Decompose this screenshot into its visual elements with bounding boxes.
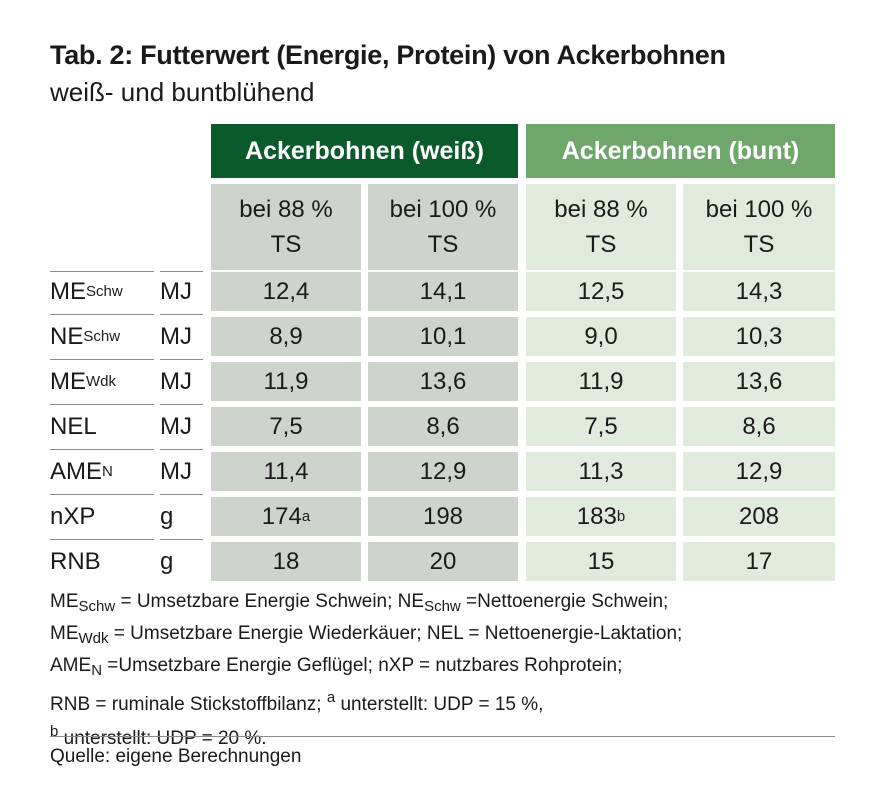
table-cell: 10,1	[368, 317, 518, 356]
group-header-colored: Ackerbohnen (bunt)	[526, 124, 835, 178]
table-cell: 13,6	[683, 362, 835, 401]
row-unit: MJ	[160, 412, 192, 440]
table-cell: 17	[683, 542, 835, 581]
table-cell: 7,5	[526, 407, 676, 446]
row-unit: g	[160, 547, 174, 575]
table-cell: 8,6	[368, 407, 518, 446]
group-header-white: Ackerbohnen (weiß)	[211, 124, 518, 178]
table-subtitle: weiß- und buntblühend	[50, 77, 315, 107]
divider	[50, 736, 835, 737]
table-cell: 11,4	[211, 452, 361, 491]
column-header: bei 100 % TS	[683, 184, 835, 270]
table-row: RNB g 18 20 15 17	[0, 539, 873, 581]
column-header-line1: bei 88 %	[239, 196, 333, 223]
column-header-line2: TS	[743, 231, 775, 258]
row-label: nXP	[50, 502, 96, 530]
column-header-line2: TS	[585, 231, 617, 258]
table-cell: 11,9	[526, 362, 676, 401]
row-label: ME Schw	[50, 277, 123, 305]
table-cell: 8,6	[683, 407, 835, 446]
table-row: nXP g 174 a 198 183 b 208	[0, 494, 873, 536]
column-header-line1: bei 100 %	[389, 196, 497, 223]
table-row: ME Schw MJ 12,4 14,1 12,5 14,3	[0, 271, 873, 311]
row-unit: MJ	[160, 277, 192, 305]
row-label: NEL	[50, 412, 97, 440]
column-header-line2: TS	[270, 231, 302, 258]
table-row: NEL MJ 7,5 8,6 7,5 8,6	[0, 404, 873, 446]
column-header: bei 100 % TS	[368, 184, 518, 270]
table-row: ME Wdk MJ 11,9 13,6 11,9 13,6	[0, 359, 873, 401]
table-cell: 13,6	[368, 362, 518, 401]
table-title: Tab. 2: Futterwert (Energie, Protein) vo…	[50, 40, 726, 70]
table-cell: 20	[368, 542, 518, 581]
table-cell: 198	[368, 497, 518, 536]
footnotes: MESchw = Umsetzbare Energie Schwein; NES…	[50, 588, 850, 752]
row-unit: MJ	[160, 322, 192, 350]
table-cell: 174 a	[211, 497, 361, 536]
table-cell: 10,3	[683, 317, 835, 356]
table-cell: 12,4	[211, 272, 361, 311]
table-row: AME N MJ 11,4 12,9 11,3 12,9	[0, 449, 873, 491]
table-cell: 7,5	[211, 407, 361, 446]
table-cell: 11,3	[526, 452, 676, 491]
footnote-line: AMEN =Umsetzbare Energie Geflügel; nXP =…	[50, 655, 623, 679]
table-cell: 12,9	[368, 452, 518, 491]
table-cell: 183 b	[526, 497, 676, 536]
table-cell: 15	[526, 542, 676, 581]
column-header: bei 88 % TS	[526, 184, 676, 270]
table-cell: 11,9	[211, 362, 361, 401]
row-label: RNB	[50, 547, 101, 575]
row-unit: MJ	[160, 457, 192, 485]
footnote-line: MEWdk = Umsetzbare Energie Wiederkäuer; …	[50, 623, 683, 647]
table-row: NE Schw MJ 8,9 10,1 9,0 10,3	[0, 314, 873, 356]
row-label: ME Wdk	[50, 367, 116, 395]
row-unit: g	[160, 502, 174, 530]
footnote-line: MESchw = Umsetzbare Energie Schwein; NES…	[50, 591, 669, 615]
column-header: bei 88 % TS	[211, 184, 361, 270]
table-cell: 8,9	[211, 317, 361, 356]
footnote-line: RNB = ruminale Stickstoffbilanz; a unter…	[50, 689, 544, 715]
source-note: Quelle: eigene Berechnungen	[50, 746, 302, 767]
column-header-line1: bei 88 %	[554, 196, 648, 223]
row-unit: MJ	[160, 367, 192, 395]
column-header-line1: bei 100 %	[705, 196, 813, 223]
table-cell: 9,0	[526, 317, 676, 356]
table-cell: 12,5	[526, 272, 676, 311]
table-cell: 18	[211, 542, 361, 581]
row-label: AME N	[50, 457, 113, 485]
column-header-line2: TS	[427, 231, 459, 258]
table-cell: 12,9	[683, 452, 835, 491]
footnote-line: b unterstellt: UDP = 20 %.	[50, 723, 267, 749]
row-label: NE Schw	[50, 322, 121, 350]
table-cell: 14,1	[368, 272, 518, 311]
table-cell: 14,3	[683, 272, 835, 311]
table-cell: 208	[683, 497, 835, 536]
